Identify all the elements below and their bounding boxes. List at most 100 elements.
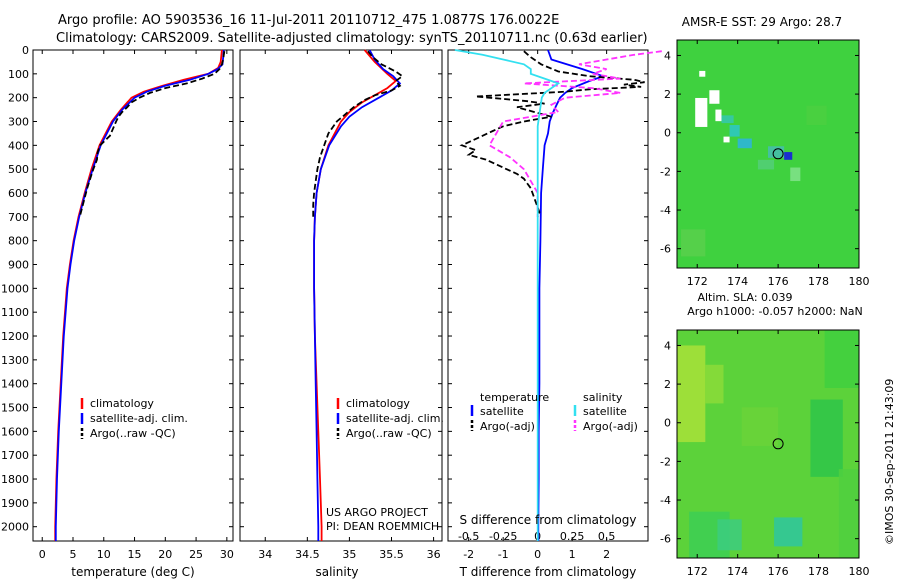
depth-tick-label: 1800 — [1, 473, 29, 486]
sal-climatology-line — [313, 49, 398, 541]
sal-legend-clim: climatology — [346, 397, 410, 410]
salinity-xlabel: salinity — [315, 565, 358, 579]
diff-legend-tsat: satellite — [480, 405, 524, 418]
sla-cell — [810, 399, 843, 477]
sla-x-tick-label: 176 — [768, 565, 789, 578]
salinity-x-ticks: 34 34.5 35 35.5 36 — [258, 50, 441, 561]
sst-cell — [768, 146, 785, 158]
sla-cells — [677, 330, 859, 558]
depth-tick-label: 300 — [8, 116, 29, 129]
diff-x-tick-label: 1 — [569, 548, 576, 561]
temperature-panel: 0100200300400500600700800900100011001200… — [1, 44, 234, 579]
depth-tick-label: 1300 — [1, 354, 29, 367]
sst-x-tick-label: 178 — [808, 275, 829, 288]
imos-stamp: ©IMOS 30-Sep-2011 21:43:09 — [883, 379, 896, 545]
sst-y-tick-label: 0 — [664, 127, 671, 140]
temp-x-tick-label: 15 — [128, 548, 142, 561]
diff-s-satellite-line — [454, 49, 561, 541]
temperature-frame — [32, 49, 234, 542]
difference-y-ticks — [448, 49, 648, 528]
sst-cell — [709, 90, 720, 104]
temp-argo-line — [78, 51, 226, 218]
figure-title-line1: Argo profile: AO 5903536_16 11-Jul-2011 … — [58, 13, 559, 28]
diff-t-argo-line — [459, 50, 645, 218]
difference-xlabel: T difference from climatology — [459, 565, 637, 579]
difference-x-ticks: -2 -1 0 1 2-0.5 -0.25 0 0.25 0.5 — [458, 50, 615, 561]
depth-tick-label: 1900 — [1, 497, 29, 510]
sst-cell — [806, 105, 827, 126]
diff-s-tick-label: -0.25 — [489, 530, 517, 543]
salinity-series — [312, 49, 404, 541]
sla-y-tick-label: 4 — [664, 339, 671, 352]
temperature-series — [54, 49, 226, 541]
sla-cell — [824, 330, 859, 388]
depth-tick-label: 1200 — [1, 330, 29, 343]
sla-ticks: 172 174 176 178 180 -6 -4 -2 0 2 4 — [660, 330, 870, 578]
project-line2: PI: DEAN ROEMMICH — [326, 520, 439, 533]
diff-s-argo-line — [488, 50, 662, 217]
sla-cell — [677, 345, 706, 443]
sla-cell — [838, 469, 859, 558]
diff-legend-temperature: temperature — [480, 391, 549, 404]
sla-x-tick-label: 172 — [687, 565, 708, 578]
sal-legend-argo: Argo(..raw -QC) — [346, 427, 432, 440]
sst-y-tick-label: 4 — [664, 49, 671, 62]
sal-x-tick-label: 35.5 — [379, 548, 404, 561]
salinity-panel: 34 34.5 35 35.5 36 salinity climatology sate… — [239, 49, 444, 579]
sst-y-tick-label: 2 — [664, 88, 671, 101]
temperature-x-ticks: 0 5 10 15 20 25 30 — [39, 50, 234, 561]
diff-s-tick-label: 0.25 — [560, 530, 585, 543]
sal-x-tick-label: 36 — [427, 548, 441, 561]
sst-x-tick-label: 174 — [727, 275, 748, 288]
depth-tick-label: 2000 — [1, 521, 29, 534]
sal-x-tick-label: 34 — [258, 548, 272, 561]
salinity-y-ticks — [240, 49, 442, 528]
sla-cell — [705, 364, 724, 404]
temp-climatology-line — [54, 49, 223, 541]
sst-cell — [757, 159, 775, 170]
sla-cell — [774, 517, 803, 547]
sla-x-tick-label: 174 — [727, 565, 748, 578]
depth-tick-label: 1700 — [1, 449, 29, 462]
temp-x-tick-label: 20 — [158, 548, 172, 561]
diff-legend-ssat: satellite — [583, 405, 627, 418]
difference-series — [454, 49, 662, 541]
sst-map-panel: AMSR-E SST: 29 Argo: 28.7 172 174 176 178 18… — [660, 15, 869, 288]
diff-x-tick-label: -2 — [463, 548, 474, 561]
temp-legend-clim: climatology — [90, 397, 154, 410]
sst-cell — [723, 136, 730, 143]
sst-y-tick-label: -2 — [660, 165, 671, 178]
diff-t-satellite-line — [537, 49, 606, 541]
sal-argo-line — [312, 50, 404, 217]
sst-cell — [737, 138, 752, 149]
sla-x-tick-label: 180 — [849, 565, 870, 578]
temp-legend-sat: satellite-adj. clim. — [90, 412, 188, 425]
diff-s-tick-label: 0.5 — [598, 530, 616, 543]
depth-axis-ticks: 0 100 200 300 400 500 600 700 800 900 1000 1100 1200… — [1, 44, 233, 534]
sla-y-tick-label: -2 — [660, 455, 671, 468]
sla-y-tick-label: -6 — [660, 533, 671, 546]
sla-cell — [741, 407, 779, 446]
sla-y-tick-label: 2 — [664, 378, 671, 391]
sla-title-line2: Argo h1000: -0.057 h2000: NaN — [687, 305, 863, 318]
difference-top-label: S difference from climatology — [460, 513, 637, 527]
sst-cell — [790, 167, 801, 182]
depth-tick-label: 1100 — [1, 306, 29, 319]
depth-tick-label: 400 — [8, 139, 29, 152]
depth-tick-label: 1000 — [1, 282, 29, 295]
depth-tick-label: 700 — [8, 211, 29, 224]
sst-x-tick-label: 180 — [849, 275, 870, 288]
sst-profile-marker — [772, 148, 784, 160]
sla-y-tick-label: -4 — [660, 494, 671, 507]
sst-frame — [676, 39, 860, 269]
sst-cell — [681, 229, 706, 257]
temp-x-tick-label: 10 — [97, 548, 111, 561]
depth-tick-label: 900 — [8, 259, 29, 272]
depth-tick-label: 100 — [8, 68, 29, 81]
depth-tick-label: 0 — [22, 44, 29, 57]
depth-tick-label: 1400 — [1, 378, 29, 391]
sal-x-tick-label: 35 — [342, 548, 356, 561]
sla-profile-marker — [772, 438, 784, 450]
salinity-frame — [239, 49, 443, 542]
